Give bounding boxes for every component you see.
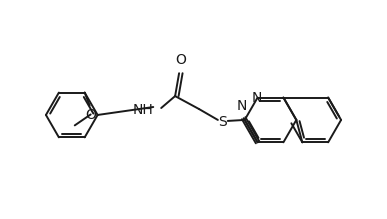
Text: O: O [176, 53, 187, 67]
Text: N: N [236, 99, 247, 113]
Text: S: S [218, 115, 227, 129]
Text: O: O [85, 108, 96, 122]
Text: NH: NH [132, 103, 153, 117]
Text: N: N [252, 91, 262, 104]
